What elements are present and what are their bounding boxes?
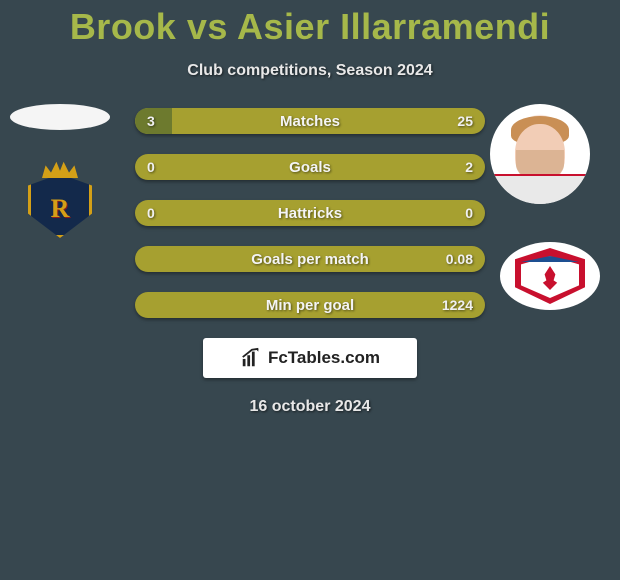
stat-row: Min per goal1224: [135, 292, 485, 318]
stat-right-value: 2: [465, 154, 473, 180]
stat-label: Min per goal: [135, 292, 485, 318]
page-title: Brook vs Asier Illarramendi: [0, 0, 620, 48]
subtitle: Club competitions, Season 2024: [0, 62, 620, 80]
stat-right-value: 0.08: [446, 246, 473, 272]
stat-label: Goals: [135, 154, 485, 180]
stat-row: 0Goals2: [135, 154, 485, 180]
stat-left-value: 3: [147, 108, 155, 134]
brand-text: FcTables.com: [268, 348, 380, 368]
stat-left-value: 0: [147, 200, 155, 226]
stat-label: Matches: [135, 108, 485, 134]
stat-right-value: 1224: [442, 292, 473, 318]
stat-right-value: 25: [457, 108, 473, 134]
stat-row: 3Matches25: [135, 108, 485, 134]
date-text: 16 october 2024: [0, 398, 620, 416]
club-left-crest: R: [20, 160, 120, 250]
shield-icon: [515, 248, 585, 304]
player-left-avatar: [10, 104, 110, 130]
comparison-panel: R 3Matches250Goals20Hattricks0Goals per …: [0, 108, 620, 416]
club-right-crest: [500, 242, 600, 310]
stat-label: Goals per match: [135, 246, 485, 272]
stat-row: Goals per match0.08: [135, 246, 485, 272]
stat-bars: 3Matches250Goals20Hattricks0Goals per ma…: [135, 108, 485, 318]
player-right-avatar: [490, 104, 590, 204]
stat-label: Hattricks: [135, 200, 485, 226]
shield-icon: R: [20, 160, 100, 240]
brand-badge: FcTables.com: [203, 338, 417, 378]
stat-left-value: 0: [147, 154, 155, 180]
stat-row: 0Hattricks0: [135, 200, 485, 226]
chart-icon: [240, 347, 262, 369]
stat-right-value: 0: [465, 200, 473, 226]
